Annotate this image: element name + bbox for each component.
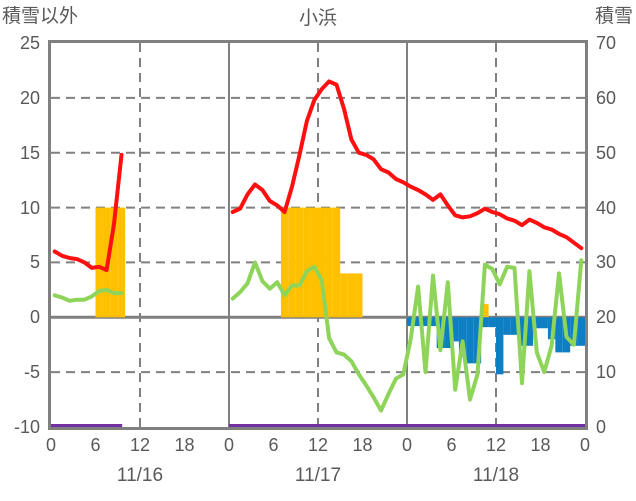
- right-axis-tick: 40: [596, 197, 617, 218]
- right-axis-tick: 70: [596, 33, 617, 53]
- chart-canvas: [51, 43, 585, 427]
- left-axis-tick: 25: [19, 33, 40, 53]
- bar: [355, 273, 363, 318]
- x-axis-tick: 0: [579, 435, 591, 455]
- bar: [95, 207, 103, 318]
- x-axis-day-label: 11/18: [472, 465, 520, 486]
- bar: [318, 207, 326, 318]
- bar: [488, 317, 496, 328]
- bar: [280, 207, 289, 318]
- bar: [518, 317, 526, 346]
- x-axis-tick: 18: [530, 435, 551, 455]
- right-axis-tick: 60: [596, 87, 617, 108]
- bar: [295, 207, 304, 318]
- x-axis-tick: 0: [223, 435, 235, 455]
- bar: [525, 317, 534, 346]
- x-axis-tick: 18: [174, 435, 195, 455]
- left-axis-tick: 20: [19, 87, 40, 108]
- chart-title: 小浜: [298, 8, 337, 29]
- bar: [110, 207, 118, 318]
- right-axis-tick: 20: [596, 307, 617, 328]
- right-axis-tick: 30: [596, 252, 617, 273]
- bar: [325, 207, 333, 318]
- bar: [503, 317, 511, 335]
- series-line: [230, 258, 584, 413]
- x-axis-tick: 18: [352, 435, 373, 455]
- right-axis-tick: 10: [596, 362, 617, 383]
- bar: [117, 207, 126, 318]
- right-axis-tick: 50: [596, 142, 617, 163]
- series-line: [230, 79, 584, 251]
- right-axis-tick: 0: [596, 417, 607, 437]
- left-axis-tick: 0: [29, 307, 40, 328]
- x-axis-tick: 12: [307, 435, 329, 455]
- bar: [481, 304, 489, 318]
- bar: [555, 317, 563, 353]
- bar: [496, 317, 504, 375]
- bar: [444, 317, 452, 349]
- bar: [414, 317, 422, 327]
- x-axis-tick: 12: [129, 435, 151, 455]
- bar: [332, 207, 341, 318]
- right-axis-title: 積雪: [594, 6, 633, 27]
- x-axis-tick: 6: [446, 435, 457, 455]
- left-axis-tick: -5: [23, 362, 40, 383]
- bar: [473, 317, 482, 364]
- x-axis-tick: 6: [90, 435, 101, 455]
- series-line: [52, 152, 124, 273]
- bar: [481, 317, 489, 328]
- plot-area: [48, 40, 588, 430]
- left-axis-tick: -10: [13, 417, 40, 437]
- x-axis-tick: 12: [485, 435, 507, 455]
- x-axis-tick: 6: [268, 435, 279, 455]
- bar: [310, 207, 318, 318]
- bar: [466, 317, 474, 364]
- bar: [458, 317, 467, 357]
- bar: [288, 207, 296, 318]
- series-line: [52, 287, 124, 303]
- x-axis-day-label: 11/16: [116, 465, 164, 486]
- bar: [421, 317, 430, 327]
- bar: [340, 273, 348, 318]
- bar: [533, 317, 541, 329]
- bar: [407, 317, 415, 327]
- bar: [510, 317, 519, 335]
- bar: [429, 317, 437, 327]
- x-axis-day-label: 11/17: [294, 465, 342, 486]
- left-axis-title: 積雪以外: [2, 6, 79, 27]
- x-axis-tick: 0: [45, 435, 57, 455]
- plot-inner: [51, 43, 585, 427]
- bar: [451, 317, 459, 342]
- x-axis-tick: 0: [401, 435, 413, 455]
- left-axis-tick: 15: [19, 142, 40, 163]
- left-axis-tick: 5: [29, 252, 40, 273]
- bar: [540, 317, 548, 329]
- bar: [577, 317, 585, 346]
- bar: [347, 273, 356, 318]
- bar: [303, 207, 311, 318]
- left-axis-tick: 10: [19, 197, 40, 218]
